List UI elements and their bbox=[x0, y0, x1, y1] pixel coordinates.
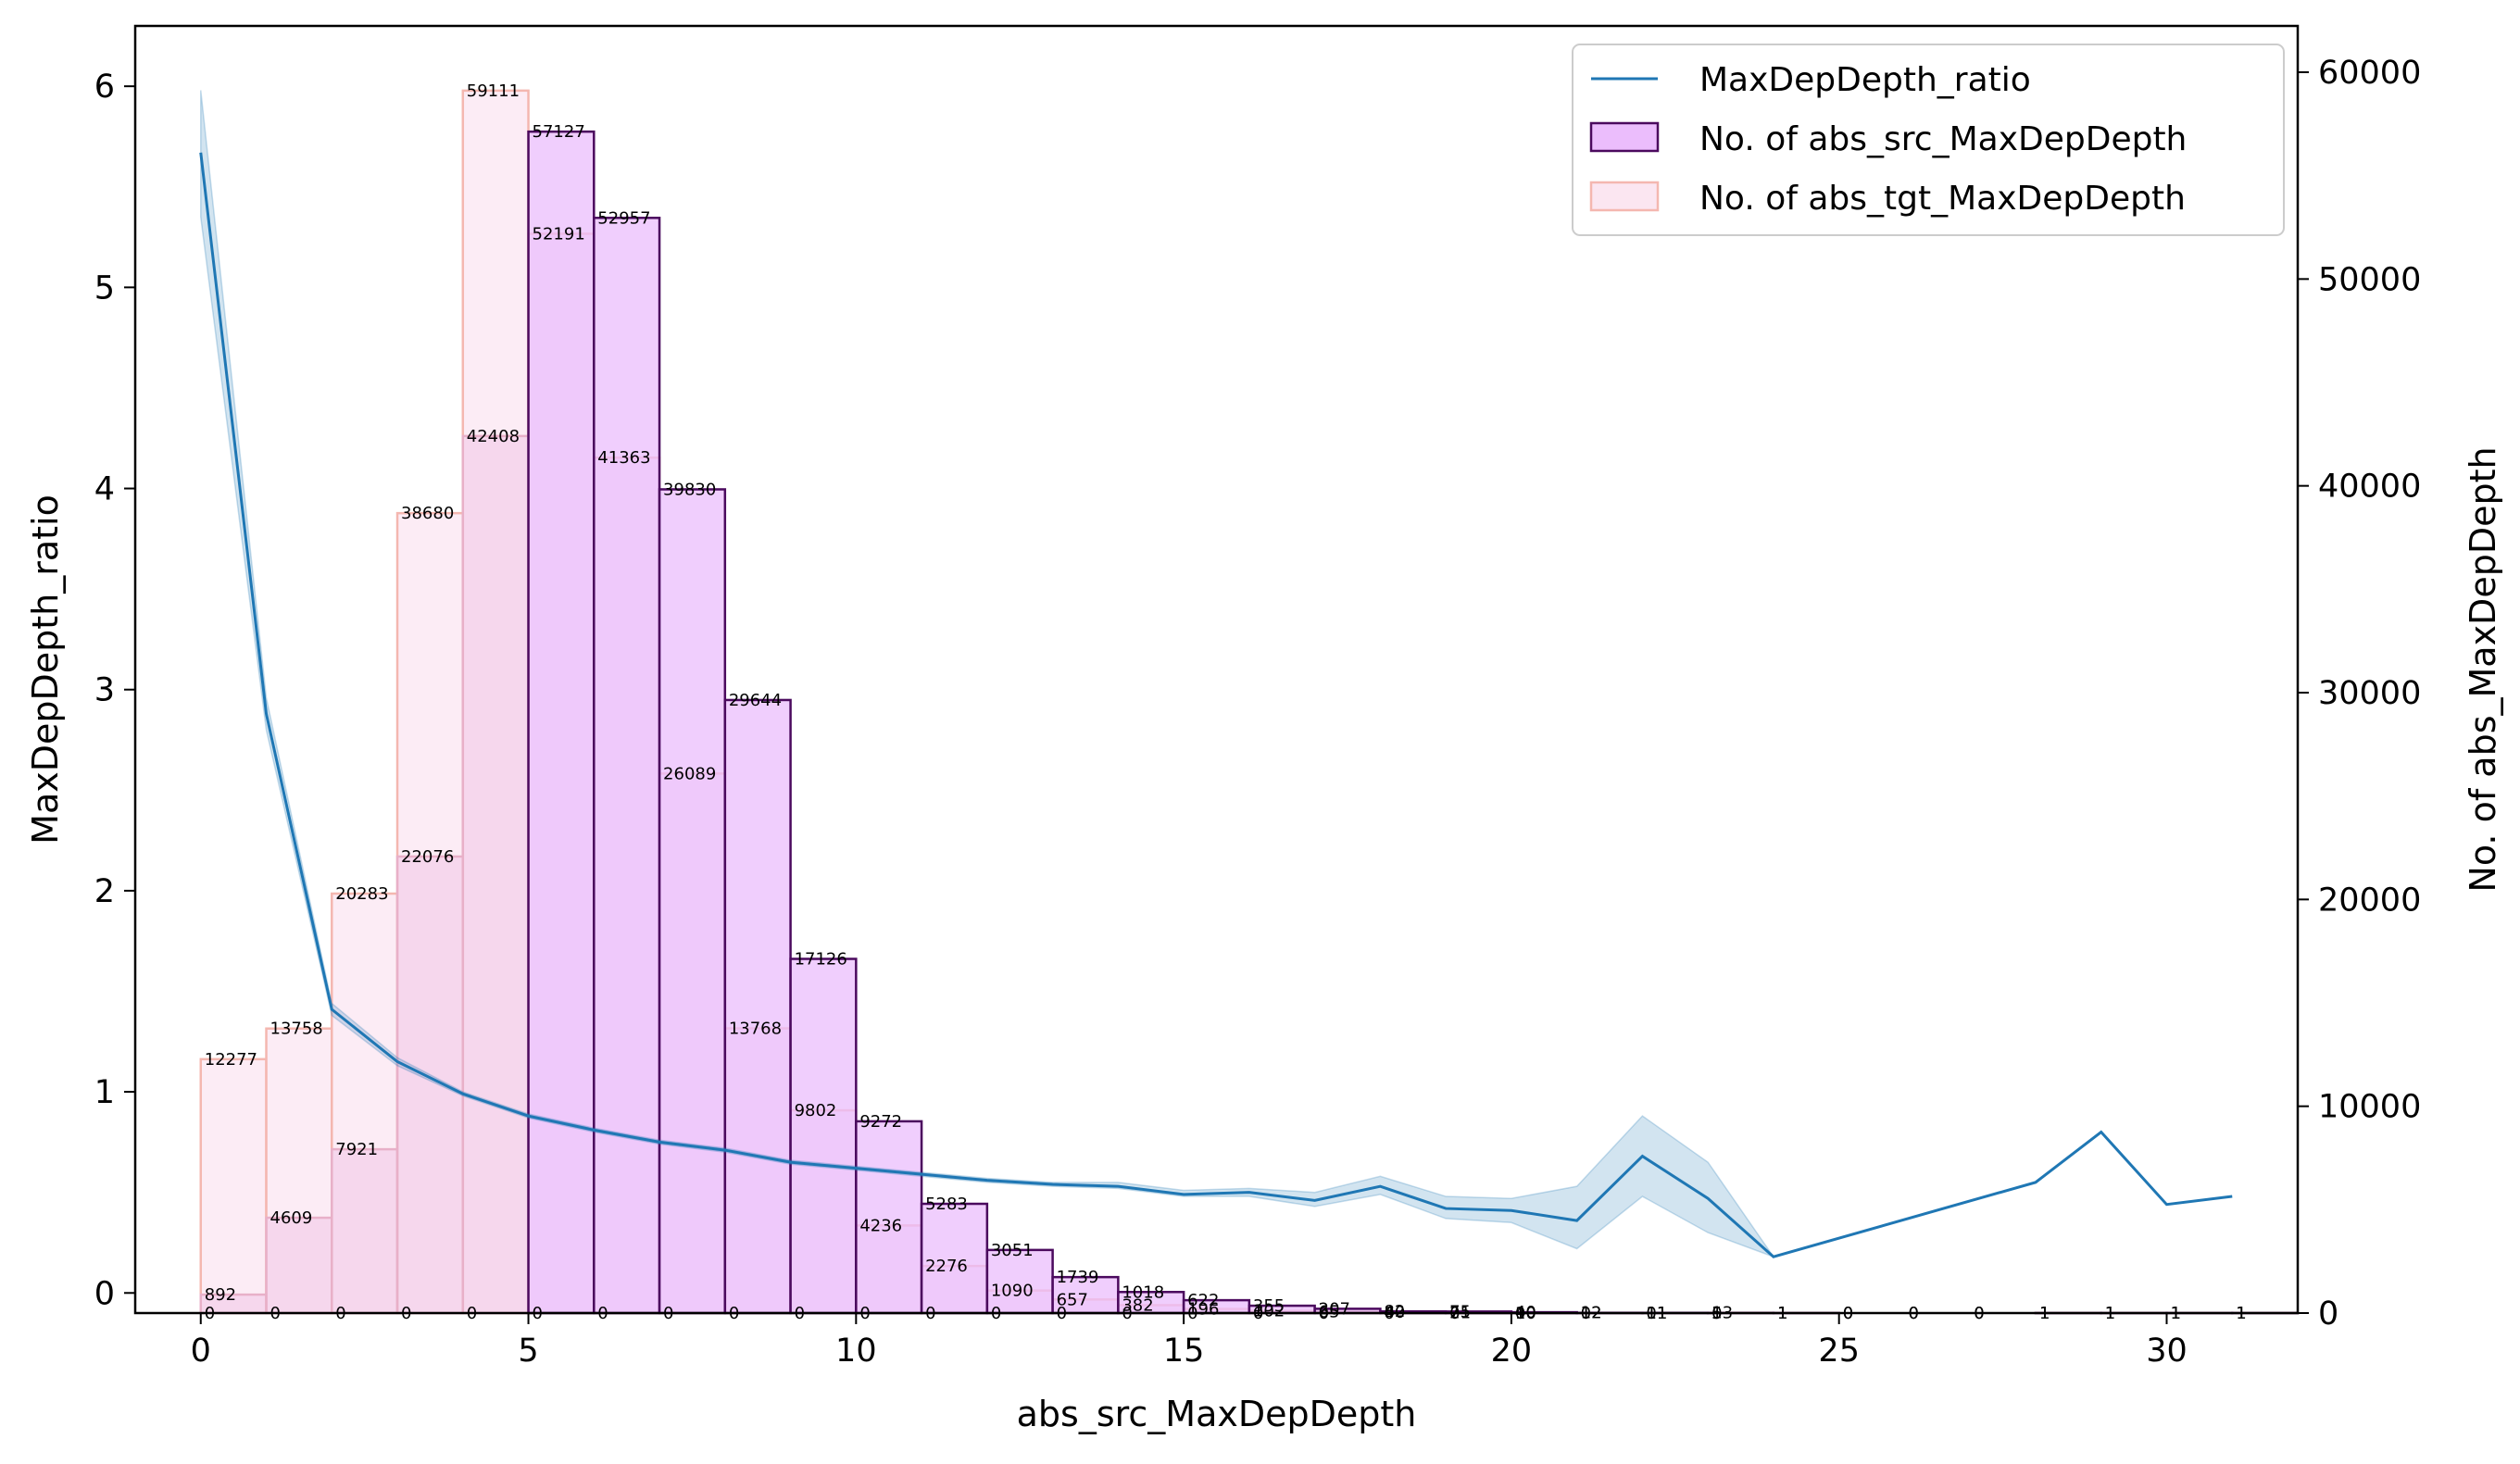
tgt-extra-bar bbox=[397, 857, 463, 1313]
tgt-bar-label: 9802 bbox=[795, 1101, 837, 1120]
x-tick-label: 0 bbox=[191, 1333, 211, 1370]
y-tick-label: 5 bbox=[94, 269, 115, 307]
y-right-tick-label: 30000 bbox=[2318, 675, 2421, 712]
tgt-extra-bar-label: 4609 bbox=[270, 1208, 313, 1228]
y-axis-label: MaxDepDepth_ratio bbox=[25, 494, 66, 845]
src-bar-label: 52957 bbox=[597, 208, 650, 228]
y-right-tick-label: 40000 bbox=[2318, 469, 2421, 506]
tgt-bar-label: 59111 bbox=[467, 81, 520, 101]
src-bar-label: 1739 bbox=[1057, 1268, 1099, 1287]
legend-entry-tgt: No. of abs_tgt_MaxDepDepth bbox=[1699, 180, 2186, 218]
y-tick-label: 1 bbox=[94, 1074, 115, 1111]
y-tick-label: 6 bbox=[94, 69, 115, 106]
x-axis-label: abs_src_MaxDepDepth bbox=[1017, 1394, 1417, 1434]
tgt-bar-label: 52191 bbox=[533, 224, 585, 244]
src-bar-label: 29644 bbox=[729, 691, 782, 710]
tgt-bars-layer bbox=[201, 91, 2298, 1313]
tgt-bar-label: 4236 bbox=[859, 1216, 902, 1235]
y-right-tick-label: 50000 bbox=[2318, 261, 2421, 298]
src-bar-label: 5283 bbox=[925, 1195, 968, 1214]
tgt-bar-label: 41363 bbox=[597, 448, 650, 468]
x-tick-label: 30 bbox=[2146, 1333, 2188, 1370]
legend-entry-ratio: MaxDepDepth_ratio bbox=[1699, 61, 2031, 99]
src-bar-label: 9272 bbox=[859, 1112, 902, 1132]
y-right-tick-label: 10000 bbox=[2318, 1089, 2421, 1126]
tgt-extra-bar-label: 22076 bbox=[401, 847, 454, 867]
legend-swatch-src bbox=[1591, 123, 1658, 151]
tgt-bar-label: 12277 bbox=[205, 1050, 257, 1070]
x-tick-label: 25 bbox=[1818, 1333, 1860, 1370]
tgt-bar-label: 20283 bbox=[335, 884, 388, 904]
tgt-bar bbox=[201, 1059, 267, 1313]
src-bar bbox=[529, 131, 595, 1313]
y-right-tick-label: 60000 bbox=[2318, 55, 2421, 92]
tgt-extra-bar-label: 42408 bbox=[467, 427, 520, 446]
y-tick-label: 4 bbox=[94, 471, 115, 508]
src-bar-label: 3051 bbox=[991, 1241, 1034, 1260]
x-tick-label: 20 bbox=[1491, 1333, 1533, 1370]
y-axis-right-label: No. of abs_MaxDepDepth bbox=[2463, 446, 2503, 892]
src-bar bbox=[791, 959, 857, 1313]
y-tick-label: 0 bbox=[94, 1275, 115, 1312]
y-tick-label: 3 bbox=[94, 672, 115, 709]
tgt-extra-bar bbox=[267, 1218, 332, 1313]
src-bar bbox=[659, 489, 725, 1313]
tgt-bar-label: 13768 bbox=[729, 1020, 782, 1039]
src-bar-label: 39830 bbox=[663, 480, 716, 499]
y-right-tick-label: 20000 bbox=[2318, 882, 2421, 919]
tgt-extra-bar-label: 7921 bbox=[335, 1140, 378, 1159]
x-tick-label: 5 bbox=[518, 1333, 538, 1370]
y-tick-label: 2 bbox=[94, 873, 115, 910]
legend: MaxDepDepth_ratio No. of abs_src_MaxDepD… bbox=[1573, 44, 2284, 235]
tgt-bar-label: 13758 bbox=[270, 1020, 323, 1039]
tgt-bar-label: 1090 bbox=[991, 1282, 1034, 1301]
tgt-extra-bar-label: 892 bbox=[205, 1285, 236, 1305]
tgt-extra-bar bbox=[463, 436, 529, 1313]
src-bar bbox=[594, 218, 659, 1313]
src-bar-label: 57127 bbox=[533, 122, 585, 142]
legend-swatch-tgt bbox=[1591, 182, 1658, 210]
y-right-tick-label: 0 bbox=[2318, 1295, 2338, 1333]
src-bar bbox=[725, 700, 791, 1313]
tgt-bar-label: 2276 bbox=[925, 1257, 968, 1276]
x-tick-label: 15 bbox=[1163, 1333, 1205, 1370]
tgt-extra-bar bbox=[332, 1149, 397, 1313]
tgt-bar-label: 38680 bbox=[401, 504, 454, 523]
src-bars-layer bbox=[529, 131, 2298, 1313]
x-tick-label: 10 bbox=[835, 1333, 877, 1370]
tgt-bar-label: 26089 bbox=[663, 764, 716, 783]
legend-entry-src: No. of abs_src_MaxDepDepth bbox=[1699, 120, 2187, 158]
src-bar-label: 17126 bbox=[795, 950, 847, 970]
